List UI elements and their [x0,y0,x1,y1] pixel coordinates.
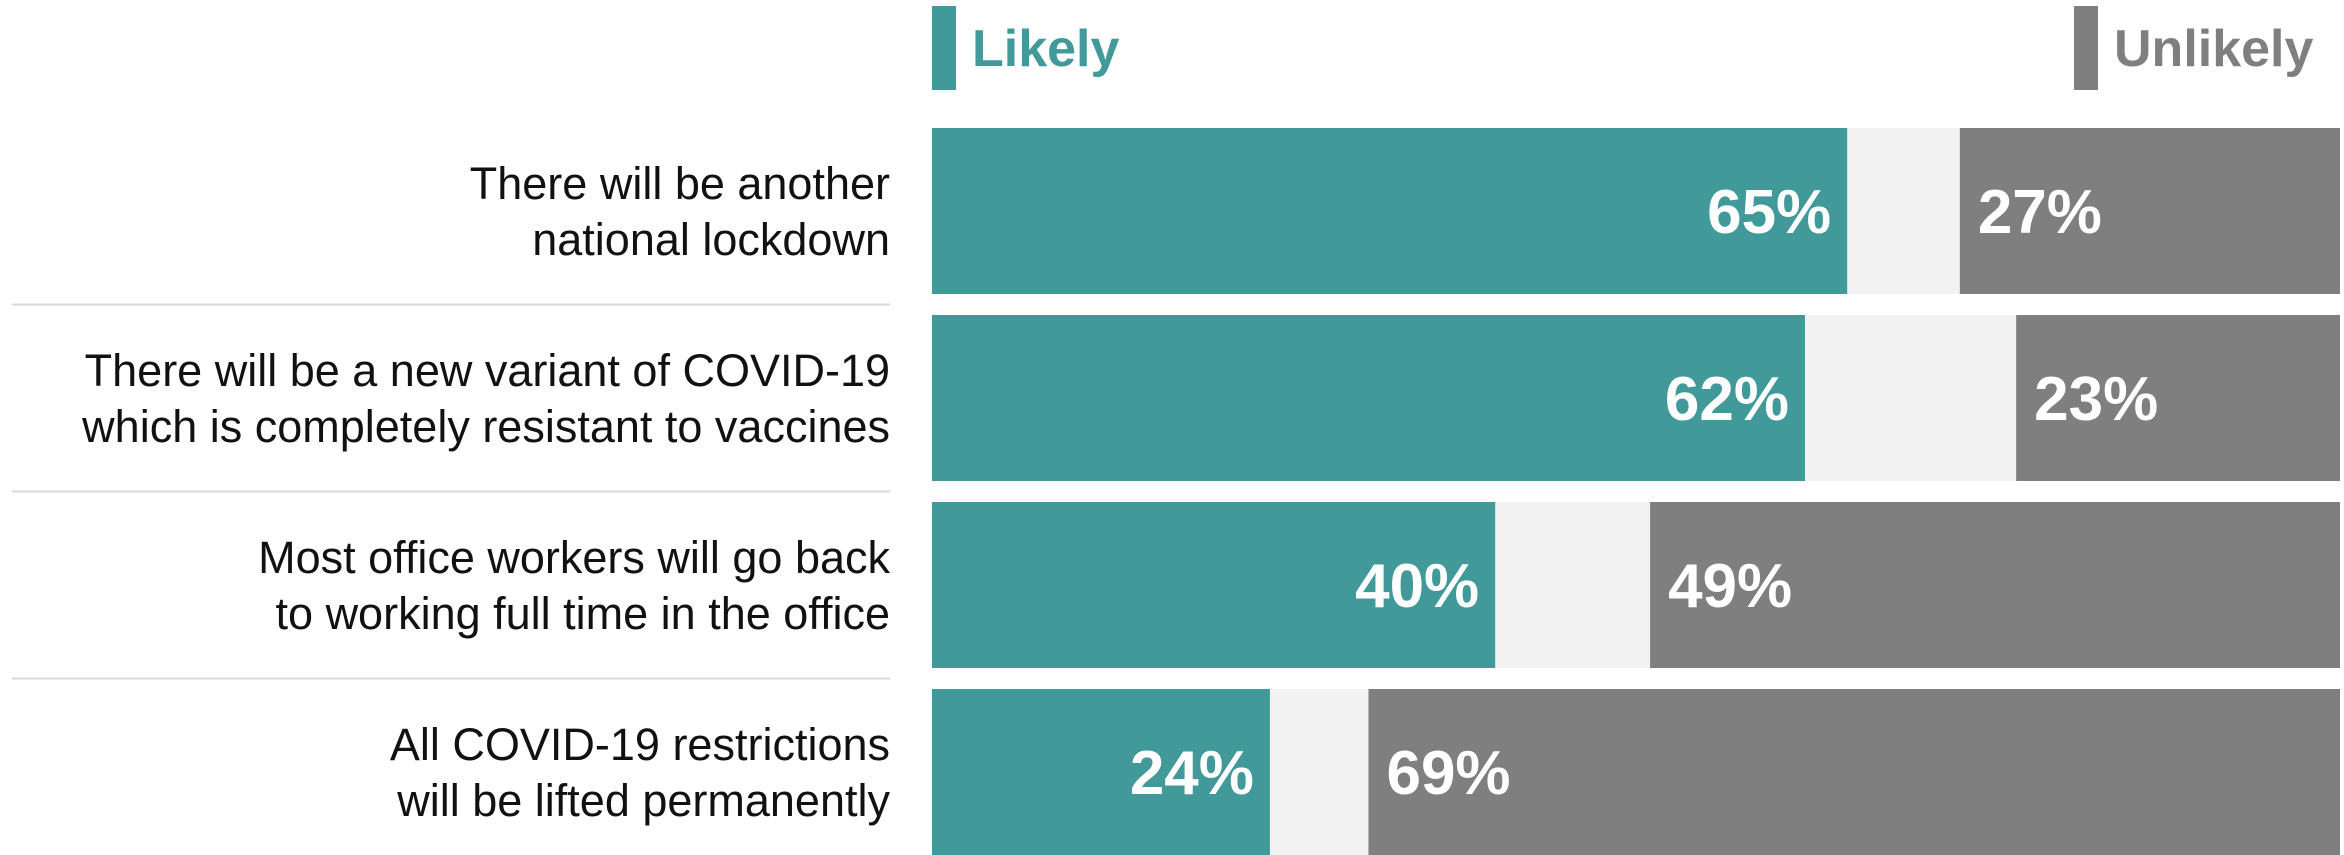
legend: Likely Unlikely [932,6,2313,90]
bar-unlikely-1 [1959,128,2340,294]
category-label-line: There will be a new variant of COVID-19 [85,345,890,396]
bar-unlikely-3 [1650,502,2340,668]
value-label-likely-1: 65% [1707,178,1831,247]
bar-likely-3 [932,502,1496,668]
value-label-unlikely-4: 69% [1386,739,1510,808]
bar-rows: 65% 27% There will be another national lock… [12,128,2340,855]
legend-label-unlikely: Unlikely [2114,20,2313,78]
category-label-4: All COVID-19 restrictions will be lifted … [390,719,891,826]
value-label-unlikely-3: 49% [1668,552,1792,621]
value-label-likely-2: 62% [1665,365,1789,434]
category-label-line: All COVID-19 restrictions [390,719,890,770]
value-label-unlikely-2: 23% [2034,365,2158,434]
bar-likely-2 [932,315,1805,481]
category-label-line: which is completely resistant to vaccine… [81,401,890,452]
category-label-1: There will be another national lockdown [470,158,890,265]
category-label-line: Most office workers will go back [258,532,890,583]
value-label-unlikely-1: 27% [1978,178,2102,247]
category-label-line: national lockdown [532,214,890,265]
bar-unlikely-4 [1368,689,2340,855]
category-label-line: will be lifted permanently [396,775,890,826]
category-label-3: Most office workers will go back to worki… [258,532,890,639]
category-label-line: to working full time in the office [276,588,890,639]
value-label-likely-4: 24% [1130,739,1254,808]
category-label-line: There will be another [470,158,890,209]
legend-swatch-unlikely [2074,6,2098,90]
value-label-likely-3: 40% [1355,552,1479,621]
legend-label-likely: Likely [972,20,1119,78]
category-label-2: There will be a new variant of COVID-19 w… [81,345,890,452]
legend-swatch-likely [932,6,956,90]
bar-likely-4 [932,689,1270,855]
bar-likely-1 [932,128,1848,294]
bar-unlikely-2 [2016,315,2340,481]
